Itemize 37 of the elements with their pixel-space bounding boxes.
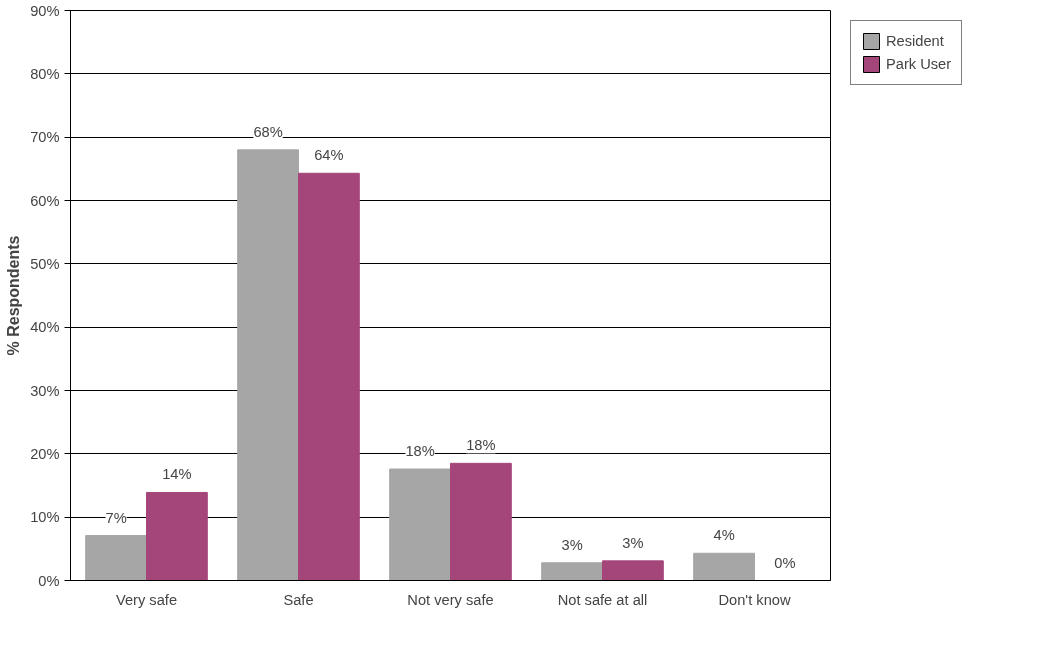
data-label: 68%: [253, 123, 283, 140]
y-tick-label: 80%: [30, 65, 60, 82]
bar: [450, 462, 512, 581]
x-tick-label: Very safe: [115, 591, 178, 608]
y-tick-label: 70%: [30, 129, 60, 146]
x-tick-label: Don't know: [718, 591, 791, 608]
y-tick-label: 40%: [30, 319, 60, 336]
bar: [693, 552, 755, 581]
data-label: 64%: [314, 147, 344, 164]
x-tick-label: Safe: [283, 591, 314, 608]
y-tick-label: 50%: [30, 255, 60, 272]
data-label: 18%: [466, 437, 496, 454]
y-tick-label: 20%: [30, 445, 60, 462]
bar: [541, 562, 603, 581]
legend-label: Park User: [886, 56, 952, 72]
x-tick-label: Not safe at all: [557, 591, 648, 608]
bar: [298, 172, 360, 581]
data-label: 4%: [713, 527, 735, 544]
y-axis-title: % Respondents: [5, 235, 23, 356]
data-label: 18%: [405, 443, 435, 460]
data-label: 14%: [162, 466, 192, 483]
bar: [602, 560, 664, 581]
y-tick-label: 0%: [38, 572, 60, 589]
bar: [146, 491, 208, 581]
bar: [85, 535, 147, 581]
y-tick-label: 10%: [30, 509, 60, 526]
bar: [389, 468, 451, 581]
data-label: 3%: [561, 536, 583, 553]
y-tick-label: 60%: [30, 192, 60, 209]
y-tick-label: 90%: [30, 2, 60, 19]
data-label: 0%: [774, 554, 796, 571]
legend-label: Resident: [886, 33, 944, 49]
data-label: 7%: [105, 509, 127, 526]
y-tick-label: 30%: [30, 382, 60, 399]
data-label: 3%: [622, 534, 644, 551]
x-tick-label: Not very safe: [407, 591, 494, 608]
bar: [237, 149, 299, 581]
